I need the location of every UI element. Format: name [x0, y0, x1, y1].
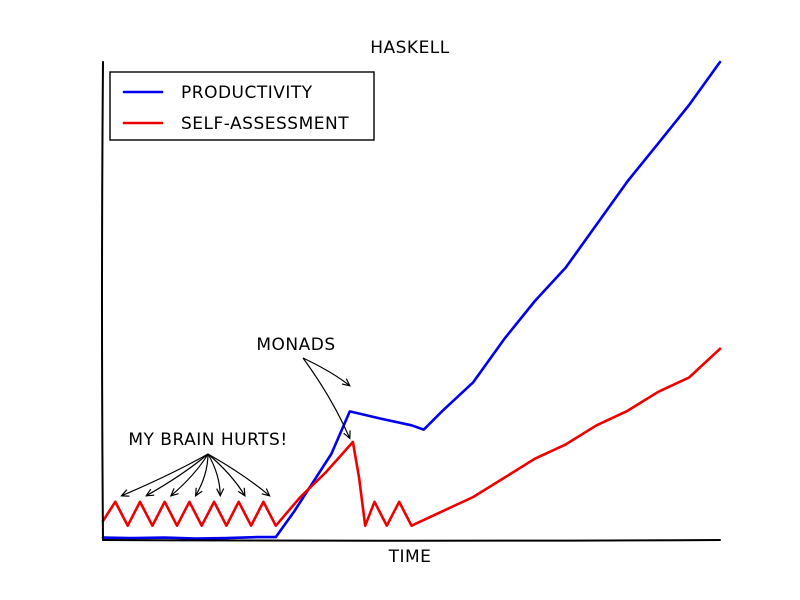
annotation-arrow-1-1: [302, 357, 351, 439]
annotation-arrow-0-4: [207, 453, 221, 496]
x-axis-line: [102, 539, 721, 542]
annotation-arrowhead-0-0: [120, 489, 130, 497]
annotation-arrowhead-0-1: [145, 488, 155, 497]
legend-label-0: PRODUCTIVITY: [181, 83, 313, 103]
annotation-arrow-0-1: [145, 453, 209, 497]
annotation-arrow-0-5: [207, 453, 246, 497]
x-axis-label: TIME: [388, 547, 432, 567]
annotation-arrowhead-0-5: [237, 487, 246, 497]
annotation-text-0: MY BRAIN HURTS!: [128, 430, 287, 450]
legend-frame: [109, 71, 375, 141]
annotation-arrow-0-0: [121, 453, 209, 497]
annotation-text-1: MONADS: [256, 335, 335, 355]
annotation-arrowhead-1-1: [343, 430, 351, 440]
series-line-0: [101, 60, 722, 540]
legend-label-1: SELF-ASSESSMENT: [181, 114, 349, 134]
annotation-arrowhead-0-2: [169, 488, 179, 497]
annotation-arrow-1-0: [302, 357, 351, 387]
annotations: MY BRAIN HURTS! MONADS: [120, 335, 351, 498]
chart-title: HASKELL: [370, 38, 450, 58]
annotation-arrowhead-0-6: [261, 488, 271, 497]
annotation-arrow-0-6: [207, 453, 270, 497]
legend: PRODUCTIVITY SELF-ASSESSMENT: [109, 71, 375, 141]
axes: [101, 61, 721, 542]
series-lines: [101, 60, 722, 540]
annotation-arrow-0-3: [195, 453, 209, 497]
annotation-arrowhead-0-4: [216, 488, 225, 498]
annotation-arrowhead-0-3: [194, 487, 203, 497]
y-axis-line: [101, 61, 104, 541]
annotation-arrow-0-2: [170, 453, 209, 497]
series-line-1: [101, 347, 722, 527]
annotation-arrowhead-1-0: [341, 378, 351, 387]
